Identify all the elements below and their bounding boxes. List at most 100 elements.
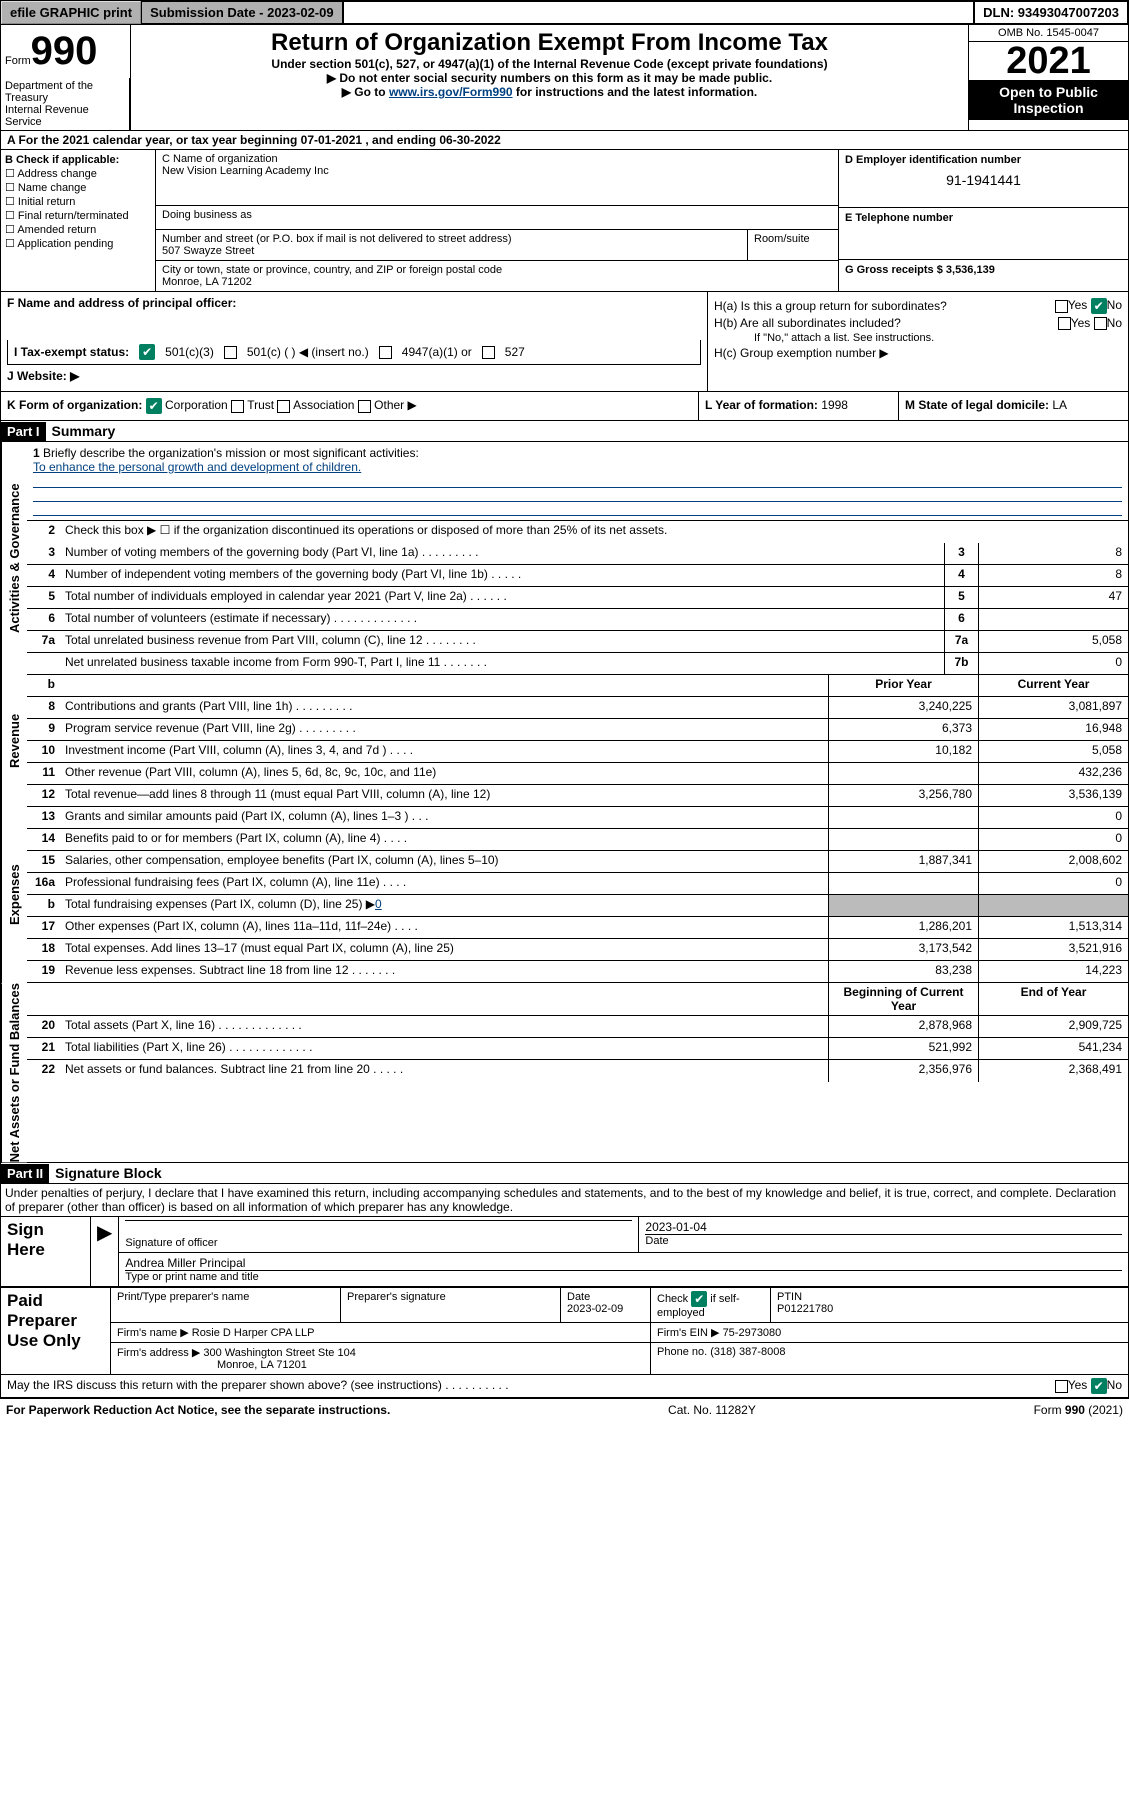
checkbox-icon[interactable] [379, 346, 392, 359]
sign-here-table: Sign Here ▶ Signature of officer 2023-01… [0, 1216, 1129, 1287]
l11-curr: 432,236 [978, 763, 1128, 784]
l2-text: Check this box ▶ ☐ if the organization d… [61, 521, 1128, 543]
l-label: L Year of formation: [705, 398, 818, 412]
check-icon: ✔ [1091, 1378, 1107, 1394]
l18-curr: 3,521,916 [978, 939, 1128, 960]
l13-text: Grants and similar amounts paid (Part IX… [61, 807, 828, 828]
l4-text: Number of independent voting members of … [61, 565, 944, 586]
k-corp: Corporation [165, 398, 228, 412]
form-number-cell: Form990 [1, 25, 131, 78]
cb-label: Initial return [18, 196, 75, 208]
j-website-label: J Website: ▶ [7, 369, 79, 383]
cb-label: Amended return [17, 224, 96, 236]
l3-text: Number of voting members of the governin… [61, 543, 944, 564]
ha-label: H(a) Is this a group return for subordin… [714, 299, 947, 313]
cb-amended-return[interactable]: ☐ Amended return [5, 223, 151, 236]
l16a-prior [828, 873, 978, 894]
l1-label: Briefly describe the organization's miss… [43, 446, 419, 460]
checkbox-icon[interactable] [1055, 1380, 1068, 1393]
firm-addr1: 300 Washington Street Ste 104 [203, 1347, 355, 1359]
yes-label: Yes [1068, 298, 1088, 312]
checkbox-icon[interactable] [277, 400, 290, 413]
irs-link[interactable]: www.irs.gov/Form990 [389, 85, 513, 99]
cb-name-change[interactable]: ☐ Name change [5, 181, 151, 194]
i-501c: 501(c) ( ) ◀ (insert no.) [247, 345, 369, 359]
section-governance: Activities & Governance 1 Briefly descri… [0, 442, 1129, 675]
l17-curr: 1,513,314 [978, 917, 1128, 938]
checkbox-icon[interactable] [1094, 317, 1107, 330]
gross-cell: G Gross receipts $ 3,536,139 [839, 260, 1128, 280]
ptin-value: P01221780 [777, 1303, 833, 1315]
header-right: OMB No. 1545-0047 2021 Open to Public In… [968, 25, 1128, 130]
l8-prior: 3,240,225 [828, 697, 978, 718]
cb-final-return[interactable]: ☐ Final return/terminated [5, 209, 151, 222]
l15-prior: 1,887,341 [828, 851, 978, 872]
col-c: C Name of organization New Vision Learni… [156, 150, 838, 291]
l15-text: Salaries, other compensation, employee b… [61, 851, 828, 872]
checkbox-icon[interactable] [224, 346, 237, 359]
i-label: I Tax-exempt status: [14, 345, 129, 359]
footer-right: Form 990 (2021) [1034, 1403, 1123, 1417]
l17-text: Other expenses (Part IX, column (A), lin… [61, 917, 828, 938]
no-label: No [1107, 298, 1122, 312]
l6-val [978, 609, 1128, 630]
checkbox-icon[interactable] [1058, 317, 1071, 330]
prep-sig-label: Preparer's signature [341, 1288, 561, 1323]
l18-prior: 3,173,542 [828, 939, 978, 960]
cb-label: Final return/terminated [18, 210, 129, 222]
checkbox-icon[interactable] [1055, 300, 1068, 313]
l16a-text: Professional fundraising fees (Part IX, … [61, 873, 828, 894]
page-footer: For Paperwork Reduction Act Notice, see … [0, 1398, 1129, 1421]
cb-application-pending[interactable]: ☐ Application pending [5, 237, 151, 250]
dba-label: Doing business as [162, 209, 252, 221]
checkbox-icon[interactable] [231, 400, 244, 413]
l-value: 1998 [821, 398, 848, 412]
checkbox-icon[interactable] [482, 346, 495, 359]
l16b-text: Total fundraising expenses (Part IX, col… [61, 895, 828, 916]
prep-date-label: Date [567, 1291, 590, 1303]
l9-text: Program service revenue (Part VIII, line… [61, 719, 828, 740]
cb-initial-return[interactable]: ☐ Initial return [5, 195, 151, 208]
i-527: 527 [505, 345, 525, 359]
f-label: F Name and address of principal officer: [7, 296, 236, 310]
dln-label: DLN: 93493047007203 [974, 1, 1128, 24]
hb-note: If "No," attach a list. See instructions… [714, 332, 1122, 344]
block-fh: F Name and address of principal officer:… [0, 292, 1129, 392]
l9-curr: 16,948 [978, 719, 1128, 740]
footer-left: For Paperwork Reduction Act Notice, see … [6, 1403, 390, 1417]
efile-print-button[interactable]: efile GRAPHIC print [1, 1, 141, 24]
top-bar: efile GRAPHIC print Submission Date - 20… [0, 0, 1129, 25]
sig-intro: Under penalties of perjury, I declare th… [0, 1184, 1129, 1216]
tel-cell: E Telephone number [839, 208, 1128, 260]
section-net-assets: Net Assets or Fund Balances Beginning of… [0, 983, 1129, 1163]
cb-label: Name change [18, 182, 87, 194]
part2-hdr: Part II [1, 1164, 49, 1183]
i-4947: 4947(a)(1) or [402, 345, 472, 359]
tax-year: 2021 [969, 42, 1128, 80]
part2-bar: Part II Signature Block [0, 1163, 1129, 1184]
city-label: City or town, state or province, country… [162, 264, 502, 276]
section-revenue: Revenue bPrior YearCurrent Year 8Contrib… [0, 675, 1129, 807]
no-label: No [1107, 316, 1122, 330]
b-label: B Check if applicable: [5, 154, 119, 166]
arrow-icon: ▶ [91, 1217, 119, 1287]
form-subtitle: Under section 501(c), 527, or 4947(a)(1)… [135, 57, 964, 71]
l5-text: Total number of individuals employed in … [61, 587, 944, 608]
paid-preparer-label: Paid Preparer Use Only [1, 1288, 111, 1375]
l20-beg: 2,878,968 [828, 1016, 978, 1037]
cb-address-change[interactable]: ☐ Address change [5, 167, 151, 180]
note-ssn: ▶ Do not enter social security numbers o… [135, 71, 964, 85]
checkbox-icon[interactable] [358, 400, 371, 413]
form-number: 990 [31, 29, 98, 73]
phone-value: (318) 387-8008 [710, 1346, 785, 1358]
street-value: 507 Swayze Street [162, 245, 254, 257]
firm-ein: 75-2973080 [723, 1327, 782, 1339]
ein-value: 91-1941441 [845, 166, 1122, 188]
block-bcd: B Check if applicable: ☐ Address change … [0, 150, 1129, 292]
l8-text: Contributions and grants (Part VIII, lin… [61, 697, 828, 718]
footer-mid: Cat. No. 11282Y [668, 1403, 756, 1417]
l3-val: 8 [978, 543, 1128, 564]
hb-label: H(b) Are all subordinates included? [714, 316, 901, 330]
part2-title: Signature Block [49, 1163, 168, 1183]
l14-prior [828, 829, 978, 850]
